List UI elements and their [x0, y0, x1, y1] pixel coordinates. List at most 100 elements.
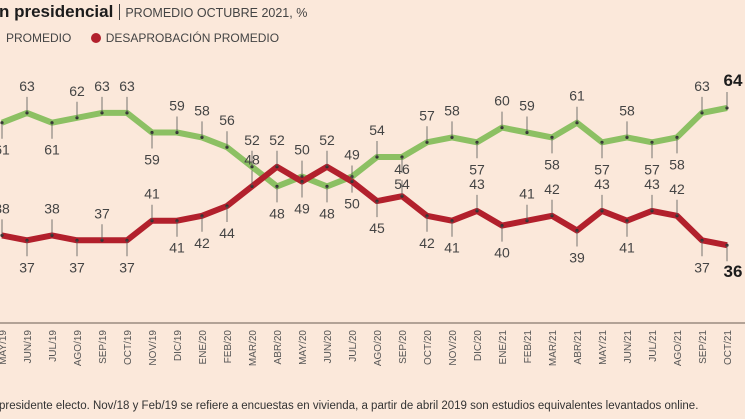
- data-label: 50: [294, 142, 310, 158]
- x-tick-label: MAY/20: [298, 330, 309, 365]
- legend-approval-label: PROMEDIO: [6, 31, 72, 45]
- data-label: 48: [269, 205, 285, 221]
- data-label: 59: [144, 152, 160, 168]
- data-point: [425, 214, 429, 218]
- data-label: 57: [644, 161, 660, 177]
- chart-title: n presidencial PROMEDIO OCTUBRE 2021, %: [0, 2, 308, 21]
- data-label: 41: [519, 186, 535, 202]
- data-label: 61: [569, 88, 585, 104]
- x-tick-label: JUN/21: [623, 330, 634, 364]
- data-point: [175, 219, 179, 223]
- data-label: 38: [0, 200, 10, 216]
- data-label: 39: [569, 250, 585, 266]
- data-label: 37: [69, 259, 85, 275]
- data-label: 58: [669, 156, 685, 172]
- data-point: [200, 214, 204, 218]
- x-tick-label: FEB/21: [523, 330, 534, 364]
- data-label: 63: [19, 78, 35, 94]
- x-tick-label: NOV/20: [448, 330, 459, 366]
- data-label: 43: [594, 176, 610, 192]
- x-tick-label: DIC/19: [173, 330, 184, 362]
- x-tick-label: MAR/21: [548, 330, 559, 367]
- data-point: [625, 219, 629, 223]
- data-point: [475, 140, 479, 144]
- data-label: 63: [694, 78, 710, 94]
- x-tick-label: NOV/19: [148, 330, 159, 366]
- data-label: 37: [694, 259, 710, 275]
- data-point: [600, 140, 604, 144]
- data-label: 57: [419, 107, 435, 123]
- x-tick-label: OCT/21: [723, 330, 734, 365]
- data-label: 64: [724, 71, 743, 90]
- data-label: 49: [344, 147, 360, 163]
- x-tick-label: JUL/20: [348, 330, 359, 362]
- data-label: 52: [244, 132, 260, 148]
- x-tick-label: DIC/20: [473, 330, 484, 362]
- x-tick-label: MAR/20: [248, 330, 259, 367]
- x-tick-label: AGO/21: [673, 330, 684, 367]
- data-label: 59: [519, 98, 535, 114]
- x-tick-label: AGO/19: [73, 330, 84, 367]
- data-point: [450, 219, 454, 223]
- legend-disapproval-label: DESAPROBACIÓN PROMEDIO: [105, 31, 280, 45]
- data-label: 37: [119, 259, 135, 275]
- data-label: 41: [619, 240, 635, 256]
- data-label: 42: [544, 181, 560, 197]
- x-tick-label: MAY/19: [0, 330, 9, 365]
- series-line-approval: [0, 105, 728, 190]
- data-label: 43: [644, 176, 660, 192]
- data-label: 61: [0, 142, 10, 158]
- data-label: 45: [369, 220, 385, 236]
- data-point: [25, 238, 29, 242]
- x-tick-label: ENE/21: [498, 330, 509, 365]
- data-label: 42: [194, 235, 210, 251]
- x-tick-label: OCT/20: [423, 330, 434, 365]
- data-label: 58: [544, 156, 560, 172]
- series-line-disapproval: [1, 163, 728, 249]
- data-label: 46: [394, 161, 410, 177]
- x-tick-label: JUN/20: [323, 330, 334, 364]
- x-tick-label: JUL/19: [48, 330, 59, 362]
- data-label: 50: [344, 196, 360, 212]
- data-label: 60: [494, 93, 510, 109]
- data-label: 41: [444, 240, 460, 256]
- data-label: 43: [469, 176, 485, 192]
- data-label: 36: [724, 262, 743, 281]
- data-label: 41: [144, 186, 160, 202]
- data-label: 38: [44, 200, 60, 216]
- data-point: [650, 140, 654, 144]
- data-label: 63: [94, 78, 110, 94]
- data-label: 41: [169, 240, 185, 256]
- x-tick-label: ENE/20: [198, 330, 209, 365]
- data-label: 58: [194, 102, 210, 118]
- data-point: [725, 243, 729, 247]
- data-label: 63: [119, 78, 135, 94]
- x-tick-label: JUN/19: [23, 330, 34, 364]
- data-label: 42: [419, 235, 435, 251]
- data-label: 59: [169, 98, 185, 114]
- x-tick-label: JUL/21: [648, 330, 659, 362]
- data-label: 49: [294, 201, 310, 217]
- data-label: 48: [244, 151, 260, 167]
- data-label: 37: [19, 259, 35, 275]
- data-label: 44: [219, 225, 235, 241]
- footnote: presidente electo. Nov/18 y Feb/19 se re…: [0, 400, 699, 412]
- data-label: 54: [369, 122, 385, 138]
- data-label: 40: [494, 245, 510, 261]
- x-tick-label: ABR/20: [273, 330, 284, 365]
- data-label: 56: [219, 112, 235, 128]
- data-point: [75, 238, 79, 242]
- x-tick-label: MAY/21: [598, 330, 609, 365]
- x-tick-label: SEP/20: [398, 330, 409, 364]
- data-label: 57: [469, 161, 485, 177]
- data-label: 52: [319, 132, 335, 148]
- data-label: 57: [594, 161, 610, 177]
- x-tick-label: OCT/19: [123, 330, 134, 365]
- x-tick-label: FEB/20: [223, 330, 234, 364]
- legend-disapproval-dot: [90, 33, 101, 43]
- x-tick-label: SEP/19: [98, 330, 109, 364]
- data-label: 37: [94, 205, 110, 221]
- x-tick-label: SEP/21: [698, 330, 709, 364]
